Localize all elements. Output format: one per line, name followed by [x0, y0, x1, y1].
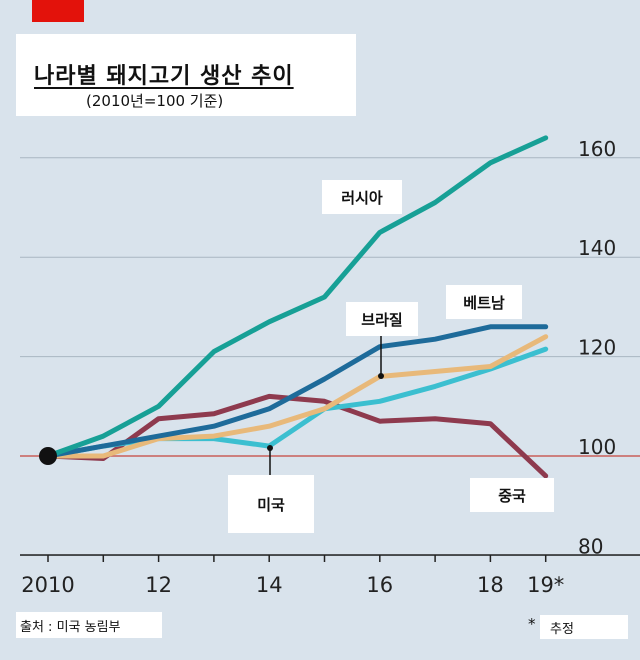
series-label-china: 중국 — [470, 478, 554, 512]
series-layer — [39, 135, 549, 479]
x-tick-label-16: 16 — [366, 573, 393, 597]
series-line-4 — [45, 393, 549, 479]
brand-red-tab — [32, 0, 84, 22]
x-tick-label-12: 12 — [145, 573, 172, 597]
estimate-marker: * — [528, 615, 536, 633]
origin-point — [39, 447, 57, 465]
x-tick-label-2010: 2010 — [21, 573, 74, 597]
x-tick-label-19*: 19* — [527, 573, 564, 597]
estimate-note: 추정 — [540, 615, 628, 639]
chart-subtitle: (2010년=100 기준) — [86, 92, 224, 110]
series-label-us: 미국 — [228, 475, 314, 533]
callout-layer — [267, 336, 384, 475]
series-label-vietnam: 베트남 — [446, 285, 522, 319]
series-label-russia: 러시아 — [322, 180, 402, 214]
x-tick-label-14: 14 — [256, 573, 283, 597]
callout-dot-brazil — [378, 373, 384, 379]
chart-title: 나라별 돼지고기 생산 추이 — [34, 64, 294, 89]
y-tick-label-160: 160 — [578, 137, 616, 161]
series-line-0 — [45, 135, 549, 459]
y-tick-label-140: 140 — [578, 236, 616, 260]
title-box: 나라별 돼지고기 생산 추이 (2010년=100 기준) — [16, 34, 356, 116]
series-line-1 — [45, 324, 549, 459]
source-note: 출처 : 미국 농림부 — [16, 612, 162, 638]
series-label-brazil: 브라질 — [346, 302, 418, 336]
series-line-2 — [45, 334, 549, 459]
y-tick-label-120: 120 — [578, 336, 616, 360]
y-tick-label-100: 100 — [578, 435, 616, 459]
callout-dot-us — [267, 445, 273, 451]
series-line-3 — [45, 346, 549, 459]
x-tick-label-18: 18 — [477, 573, 504, 597]
